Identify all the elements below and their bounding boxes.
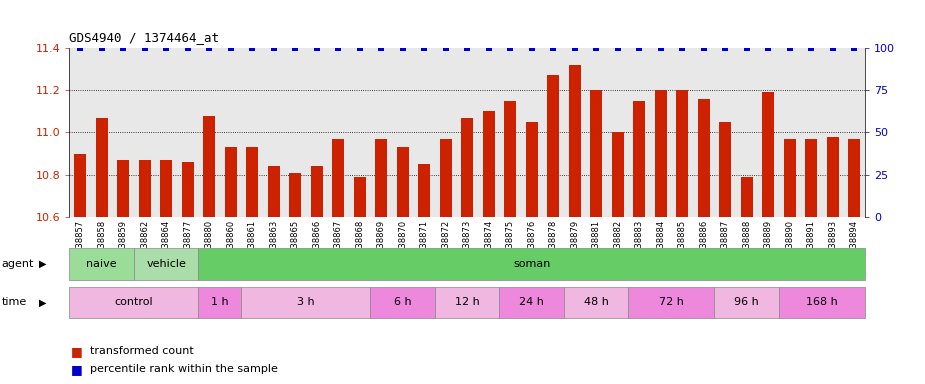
Bar (500, 287, 564, 318)
Bar (827, 137, 839, 217)
Bar (741, 177, 753, 217)
Bar (204, 116, 215, 217)
Text: ■: ■ (71, 345, 83, 358)
Text: ▶: ▶ (39, 297, 46, 308)
Bar (564, 287, 628, 318)
Text: 48 h: 48 h (584, 297, 609, 308)
Bar (117, 160, 130, 217)
Bar (198, 287, 241, 318)
Bar (548, 76, 559, 217)
Text: agent: agent (2, 259, 34, 269)
Bar (418, 164, 430, 217)
Bar (676, 90, 688, 217)
Bar (655, 90, 667, 217)
Bar (504, 101, 516, 217)
Bar (779, 287, 865, 318)
Bar (848, 139, 860, 217)
Bar (569, 65, 581, 217)
Text: 168 h: 168 h (806, 297, 838, 308)
Text: vehicle: vehicle (146, 259, 186, 269)
Text: 96 h: 96 h (734, 297, 759, 308)
Text: percentile rank within the sample: percentile rank within the sample (90, 364, 278, 374)
Bar (353, 177, 365, 217)
Bar (805, 139, 817, 217)
Bar (332, 139, 344, 217)
Text: ▶: ▶ (39, 259, 46, 269)
Bar (720, 122, 731, 217)
Bar (697, 99, 709, 217)
Bar (74, 154, 86, 217)
Text: transformed count: transformed count (90, 346, 193, 356)
Bar (370, 287, 435, 318)
Bar (267, 166, 279, 217)
Bar (246, 147, 258, 217)
Bar (160, 160, 172, 217)
Text: time: time (2, 297, 27, 308)
Bar (439, 139, 451, 217)
Bar (225, 147, 237, 217)
Text: soman: soman (513, 259, 550, 269)
Bar (590, 90, 602, 217)
Bar (376, 139, 387, 217)
Bar (397, 147, 409, 217)
Bar (69, 248, 134, 280)
Bar (611, 132, 623, 217)
Bar (198, 248, 865, 280)
Bar (241, 287, 370, 318)
Bar (462, 118, 473, 217)
Bar (311, 166, 323, 217)
Bar (783, 139, 796, 217)
Text: control: control (115, 297, 154, 308)
Text: 3 h: 3 h (297, 297, 314, 308)
Bar (69, 287, 198, 318)
Bar (435, 287, 500, 318)
Text: 72 h: 72 h (659, 297, 684, 308)
Text: 12 h: 12 h (455, 297, 479, 308)
Text: naive: naive (86, 259, 117, 269)
Bar (628, 287, 714, 318)
Bar (290, 172, 301, 217)
Text: 6 h: 6 h (394, 297, 412, 308)
Bar (483, 111, 495, 217)
Bar (525, 122, 537, 217)
Bar (134, 248, 198, 280)
Text: GDS4940 / 1374464_at: GDS4940 / 1374464_at (69, 31, 219, 44)
Text: ■: ■ (71, 363, 83, 376)
Bar (634, 101, 645, 217)
Text: 24 h: 24 h (519, 297, 544, 308)
Bar (181, 162, 193, 217)
Bar (714, 287, 779, 318)
Bar (139, 160, 151, 217)
Text: 1 h: 1 h (211, 297, 228, 308)
Bar (95, 118, 107, 217)
Bar (762, 93, 774, 217)
